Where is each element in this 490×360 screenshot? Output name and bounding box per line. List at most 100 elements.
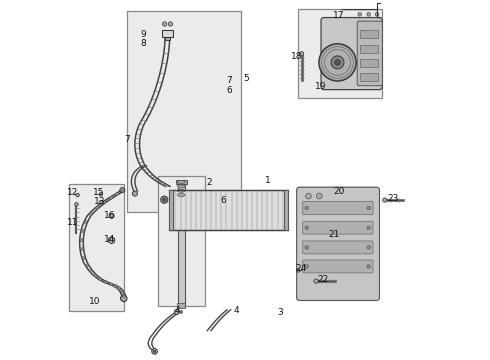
- Circle shape: [80, 248, 83, 251]
- FancyBboxPatch shape: [303, 221, 373, 234]
- Text: 14: 14: [104, 235, 115, 244]
- Circle shape: [180, 311, 183, 314]
- Text: 2: 2: [206, 178, 212, 187]
- Circle shape: [110, 283, 113, 286]
- Circle shape: [306, 193, 311, 199]
- Text: 10: 10: [89, 297, 101, 306]
- Circle shape: [109, 197, 112, 199]
- Circle shape: [76, 193, 79, 197]
- Circle shape: [375, 13, 379, 16]
- Circle shape: [90, 270, 93, 273]
- Circle shape: [367, 226, 370, 229]
- Text: 18: 18: [291, 52, 303, 61]
- Circle shape: [163, 198, 166, 202]
- Circle shape: [121, 292, 124, 294]
- Circle shape: [120, 289, 122, 292]
- Ellipse shape: [177, 185, 185, 188]
- Circle shape: [305, 206, 309, 210]
- Circle shape: [168, 22, 172, 26]
- Bar: [361, 31, 378, 39]
- Text: 5: 5: [244, 75, 249, 84]
- Text: 6: 6: [220, 196, 226, 205]
- Text: 21: 21: [328, 230, 340, 239]
- Text: 12: 12: [67, 188, 78, 197]
- Text: 4: 4: [175, 306, 180, 315]
- Circle shape: [305, 246, 309, 249]
- Ellipse shape: [177, 181, 185, 184]
- Text: 17: 17: [333, 10, 344, 19]
- Bar: [162, 30, 173, 37]
- Text: 23: 23: [387, 194, 398, 203]
- Circle shape: [122, 295, 125, 298]
- Bar: [298, 187, 376, 298]
- Bar: [177, 180, 185, 306]
- Circle shape: [305, 265, 309, 268]
- Circle shape: [314, 279, 318, 283]
- Circle shape: [81, 229, 84, 232]
- Bar: [69, 184, 124, 311]
- Text: 8: 8: [140, 39, 146, 48]
- Text: 13: 13: [94, 197, 105, 206]
- Bar: [361, 73, 378, 81]
- Circle shape: [120, 188, 125, 193]
- Circle shape: [317, 193, 322, 199]
- Circle shape: [319, 44, 356, 81]
- Text: 7: 7: [226, 76, 232, 85]
- Text: 9: 9: [140, 30, 146, 39]
- Circle shape: [86, 264, 89, 267]
- FancyBboxPatch shape: [321, 18, 382, 90]
- Circle shape: [335, 59, 341, 65]
- Circle shape: [132, 191, 137, 196]
- Text: 15: 15: [93, 188, 105, 197]
- Text: 20: 20: [333, 187, 344, 196]
- Bar: [158, 176, 205, 306]
- Circle shape: [367, 246, 370, 249]
- Circle shape: [121, 295, 127, 302]
- Bar: [176, 180, 187, 184]
- Circle shape: [114, 285, 117, 288]
- Circle shape: [367, 206, 370, 210]
- Circle shape: [99, 278, 102, 281]
- Bar: [169, 190, 288, 230]
- Text: 1: 1: [266, 176, 271, 185]
- Circle shape: [116, 193, 119, 195]
- Circle shape: [296, 269, 300, 272]
- Text: 24: 24: [295, 265, 306, 274]
- Ellipse shape: [177, 189, 185, 192]
- Circle shape: [163, 22, 167, 26]
- Text: 16: 16: [104, 211, 116, 220]
- Text: 19: 19: [315, 82, 327, 91]
- Circle shape: [104, 281, 107, 284]
- Circle shape: [103, 201, 105, 204]
- FancyBboxPatch shape: [357, 21, 382, 86]
- Text: 4: 4: [234, 306, 239, 315]
- Text: 11: 11: [67, 218, 78, 227]
- Circle shape: [331, 56, 344, 69]
- FancyBboxPatch shape: [296, 187, 379, 301]
- Circle shape: [121, 189, 124, 192]
- Circle shape: [299, 51, 304, 56]
- Circle shape: [74, 203, 78, 206]
- Circle shape: [82, 257, 85, 260]
- Bar: [169, 190, 173, 230]
- Bar: [177, 303, 186, 309]
- Circle shape: [80, 239, 83, 242]
- Bar: [284, 190, 288, 230]
- Text: 7: 7: [124, 135, 129, 144]
- Text: 22: 22: [318, 275, 329, 284]
- Circle shape: [367, 13, 370, 16]
- Bar: [126, 11, 242, 212]
- Circle shape: [117, 287, 120, 289]
- FancyBboxPatch shape: [303, 260, 373, 273]
- Circle shape: [109, 213, 114, 219]
- Circle shape: [99, 193, 102, 196]
- Bar: [298, 9, 382, 98]
- Circle shape: [96, 206, 98, 209]
- Circle shape: [94, 274, 97, 277]
- Circle shape: [305, 226, 309, 229]
- Circle shape: [383, 198, 387, 202]
- Circle shape: [152, 348, 157, 354]
- Circle shape: [367, 265, 370, 268]
- Bar: [361, 45, 378, 53]
- Circle shape: [89, 212, 92, 215]
